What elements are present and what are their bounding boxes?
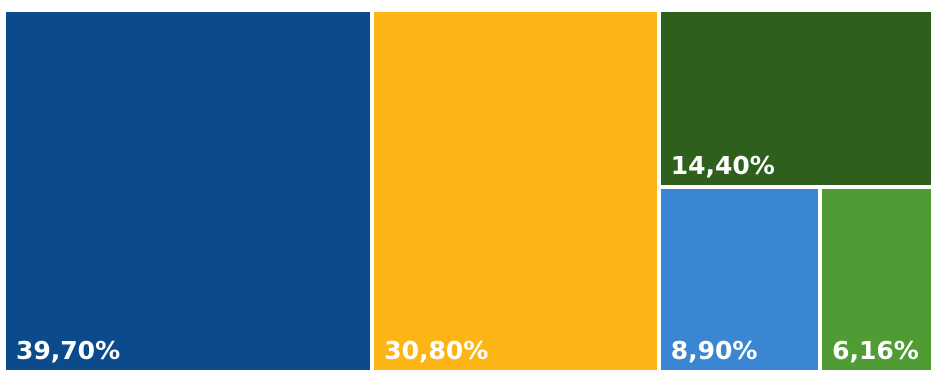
treemap-tile-4: 8,90% [660,189,819,370]
treemap-tile-2: 30,80% [374,12,657,370]
treemap-tile-1: 39,70% [6,12,371,370]
tile-label-2: 30,80% [384,336,489,365]
treemap-tile-3: 14,40% [660,12,931,186]
tile-label-5: 6,16% [832,335,919,365]
treemap-tile-5: 6,16% [822,189,931,370]
tile-label-3: 14,40% [670,151,775,181]
tile-label-1: 39,70% [16,336,121,365]
tile-label-4: 8,90% [670,335,758,365]
